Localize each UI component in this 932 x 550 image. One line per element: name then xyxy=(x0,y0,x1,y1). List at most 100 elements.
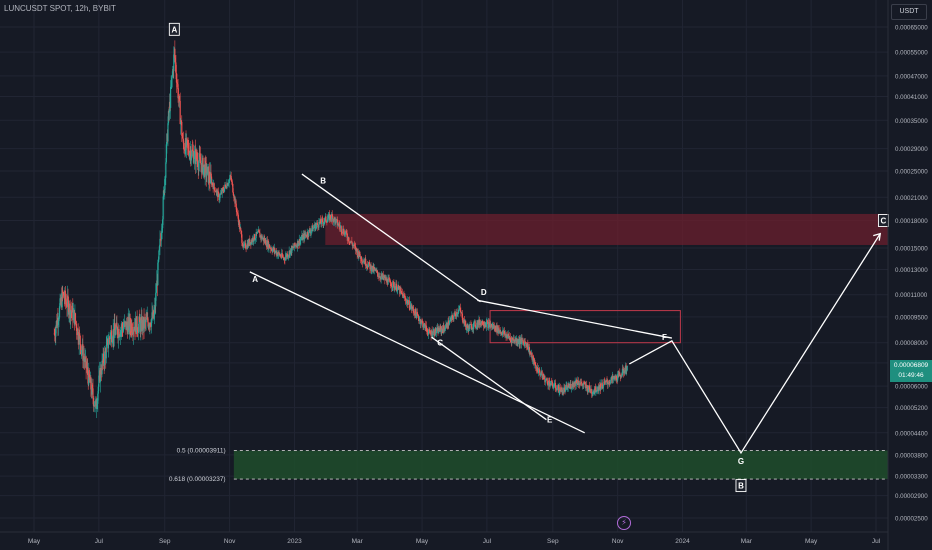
candle-body xyxy=(192,150,194,152)
candle-body xyxy=(150,318,153,327)
candle-body xyxy=(91,384,94,389)
price-tick-label: 0.00021000 xyxy=(895,195,928,202)
candle-body xyxy=(575,379,577,386)
candle-body xyxy=(103,353,105,363)
candle-body xyxy=(108,337,110,345)
currency-selector[interactable]: USDT xyxy=(891,4,927,20)
candle-body xyxy=(241,242,243,246)
candle-body xyxy=(219,194,221,199)
bar-countdown: 01:49:46 xyxy=(898,372,924,379)
candle-body xyxy=(473,321,475,324)
candle-body xyxy=(420,322,422,325)
candle-body xyxy=(70,310,72,312)
candle-body xyxy=(470,324,473,330)
candle-body xyxy=(559,387,561,391)
candle-body xyxy=(349,241,351,243)
candle-body xyxy=(535,365,537,369)
candle-body xyxy=(326,219,329,223)
candle-body xyxy=(120,330,122,336)
candle-body xyxy=(109,332,112,340)
candle-body xyxy=(387,278,389,285)
candle-body xyxy=(583,382,585,384)
candle-body xyxy=(527,343,529,350)
candle-body xyxy=(259,232,261,238)
candle-body xyxy=(417,315,419,319)
candle-body xyxy=(590,388,592,393)
candle-body xyxy=(449,320,451,324)
candle-body xyxy=(256,232,258,234)
candle-body xyxy=(230,176,232,181)
candle-body xyxy=(208,171,211,181)
candle-body xyxy=(594,386,596,393)
candle-body xyxy=(391,286,393,288)
candle-body xyxy=(517,342,519,344)
candle-body xyxy=(97,386,99,394)
candle-body xyxy=(265,239,267,245)
candle-body xyxy=(412,306,414,310)
candle-body xyxy=(288,255,290,257)
candle-body xyxy=(606,380,608,383)
candle-body xyxy=(565,385,567,387)
candle-body xyxy=(458,309,460,313)
candle-body xyxy=(129,317,131,327)
candle-body xyxy=(72,311,74,321)
candle-body xyxy=(336,219,339,226)
candle-body xyxy=(436,328,438,332)
lightning-icon[interactable]: ⚡ xyxy=(617,516,631,530)
candle-body xyxy=(204,161,206,178)
candle-body xyxy=(474,321,476,327)
candle-body xyxy=(252,241,255,243)
candle-body xyxy=(189,153,191,158)
candle-body xyxy=(625,365,627,372)
wave-label: F xyxy=(662,333,667,342)
candle-body xyxy=(550,380,552,386)
candle-body xyxy=(105,345,107,359)
candle-body xyxy=(257,232,259,233)
candle-body xyxy=(255,237,257,240)
candle-body xyxy=(368,261,371,265)
candle-body xyxy=(508,334,510,336)
candle-body xyxy=(491,326,493,328)
time-tick-label: Jul xyxy=(95,538,104,545)
candle-body xyxy=(473,323,475,330)
candle-body xyxy=(225,185,227,188)
candle-body xyxy=(320,218,323,225)
candle-body xyxy=(571,387,573,389)
candle-body xyxy=(175,62,177,74)
candle-body xyxy=(67,300,70,315)
candle-body xyxy=(292,246,295,248)
candle-body xyxy=(163,190,165,197)
trendline xyxy=(477,299,673,339)
candle-body xyxy=(458,308,460,310)
candle-body xyxy=(307,232,309,236)
candle-body xyxy=(167,123,169,142)
candle-body xyxy=(143,319,146,328)
candle-body xyxy=(573,382,575,387)
candle-body xyxy=(517,342,519,344)
candle-body xyxy=(136,316,138,330)
candle-body xyxy=(278,251,280,254)
candle-body xyxy=(297,240,299,246)
candle-body xyxy=(554,382,557,389)
candle-body xyxy=(98,375,100,387)
candle-body xyxy=(441,328,443,330)
candle-body xyxy=(240,228,242,231)
wave-label: B xyxy=(738,482,744,491)
candle-body xyxy=(483,324,485,327)
candle-body xyxy=(377,273,379,277)
candle-body xyxy=(365,258,367,266)
candle-body xyxy=(181,121,183,136)
candle-body xyxy=(431,330,433,337)
candle-body xyxy=(224,184,226,186)
candle-body xyxy=(232,184,234,193)
candle-body xyxy=(420,320,423,323)
candle-body xyxy=(65,301,68,307)
candle-body xyxy=(198,161,200,170)
candle-body xyxy=(235,200,237,207)
candle-body xyxy=(454,313,457,317)
candle-body xyxy=(332,216,334,222)
candle-body xyxy=(439,326,441,332)
candle-body xyxy=(513,339,515,342)
candle-body xyxy=(319,219,322,224)
